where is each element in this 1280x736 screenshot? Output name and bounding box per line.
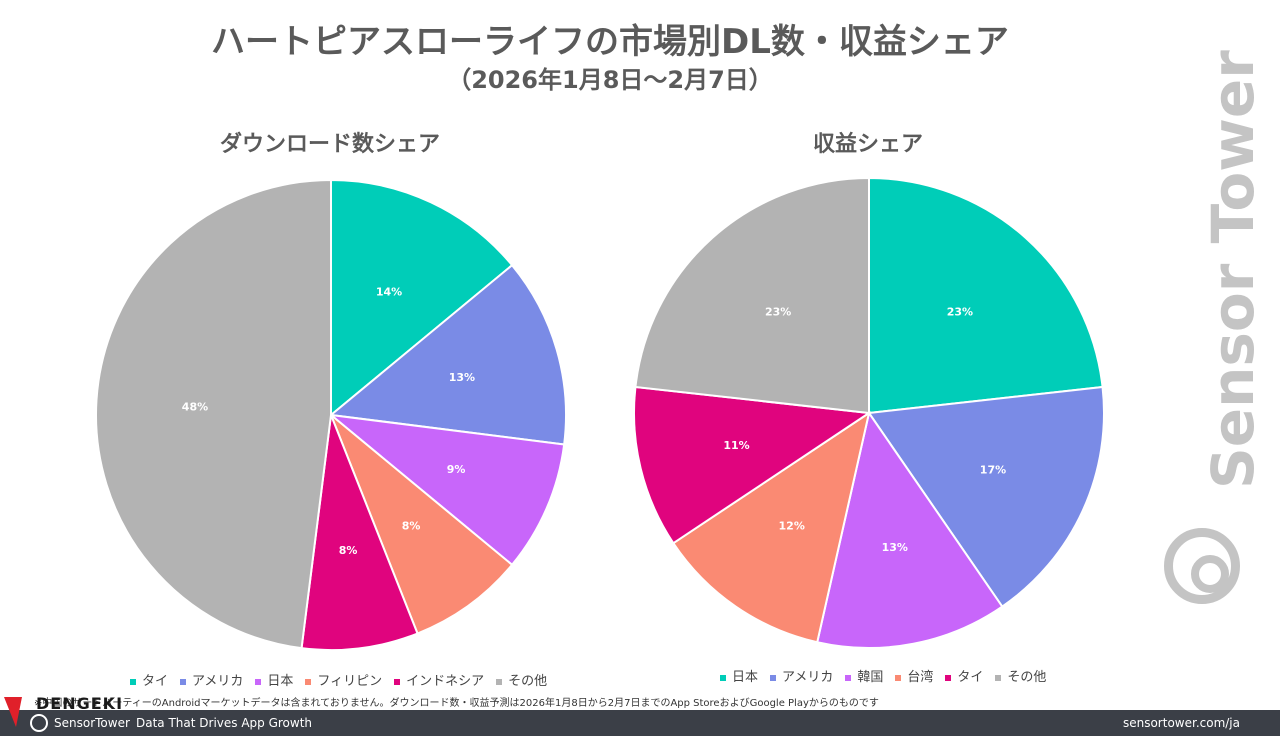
- pie-slice-0-4: [300, 414, 419, 651]
- legend-item-1-4: タイ: [945, 666, 983, 685]
- pie-label-1-4: 11%: [723, 439, 749, 452]
- legend-item-1-5: その他: [995, 666, 1046, 685]
- legend-item-1-3: 台湾: [895, 666, 933, 685]
- legend-label: 日本: [732, 670, 759, 685]
- pie-label-0-5: 48%: [182, 400, 208, 413]
- pie-label-1-5: 23%: [765, 305, 791, 318]
- sensor-tower-footer-icon: [30, 714, 48, 732]
- legend-label: フィリピン: [317, 674, 383, 689]
- footnote: ※中国のサードパーティーのAndroidマーケットデータは含まれておりません。ダ…: [34, 698, 879, 709]
- legend-swatch: [180, 678, 187, 685]
- legend-item-0-4: インドネシア: [394, 670, 484, 689]
- legend-item-1-2: 韓国: [845, 666, 883, 685]
- legend-item-1-1: アメリカ: [770, 666, 833, 685]
- pie-label-1-2: 13%: [882, 541, 908, 554]
- legend-label: アメリカ: [782, 670, 834, 685]
- pie-label-1-1: 17%: [980, 464, 1006, 477]
- legend-swatch: [995, 674, 1002, 681]
- legend-label: タイ: [957, 670, 984, 685]
- pie-slice-0-2: [327, 413, 566, 567]
- legend-label: 韓国: [857, 670, 884, 685]
- legend-item-1-0: 日本: [720, 666, 758, 685]
- legend-label: インドネシア: [406, 674, 485, 689]
- legend-item-0-5: その他: [496, 670, 547, 689]
- footer-brand: SensorTower: [54, 716, 130, 730]
- pie-label-1-3: 12%: [779, 519, 805, 532]
- legend-swatch: [394, 678, 401, 685]
- legend-label: その他: [508, 674, 548, 689]
- pie-label-1-0: 23%: [947, 305, 973, 318]
- pie-slice-1-5: [634, 176, 870, 415]
- legend-label: その他: [1007, 670, 1047, 685]
- download-chart-title: ダウンロード数シェア: [219, 132, 440, 157]
- revenue-chart-title: 収益シェア: [812, 132, 923, 157]
- pie-slice-1-0: [868, 176, 1104, 415]
- pie-slice-0-5: [95, 178, 332, 650]
- pie-slice-0-0: [330, 178, 514, 418]
- legend-label: アメリカ: [192, 674, 244, 689]
- sensor-tower-watermark: Sensor Tower: [1199, 50, 1267, 489]
- pie-label-0-1: 13%: [449, 371, 475, 384]
- legend-swatch: [720, 674, 726, 681]
- page-subtitle: （2026年1月8日〜2月7日）: [447, 66, 773, 94]
- legend-swatch: [945, 674, 952, 681]
- legend-item-0-0: タイ: [130, 670, 168, 689]
- pie-slice-0-1: [328, 263, 567, 446]
- dengeki-logo-text: DENGEKI: [36, 694, 124, 713]
- legend-item-0-3: フィリピン: [305, 670, 382, 689]
- sensor-tower-logo-icon: [1164, 528, 1240, 604]
- pie-label-0-0: 14%: [376, 286, 402, 299]
- legend-label: 台湾: [907, 670, 934, 685]
- pie-label-0-4: 8%: [339, 544, 358, 557]
- footer-bar: SensorTower Data That Drives App Growth …: [0, 710, 1280, 736]
- legend-swatch: [496, 678, 503, 685]
- pie-label-0-2: 9%: [447, 463, 466, 476]
- legend-label: タイ: [142, 674, 169, 689]
- footer-tagline: Data That Drives App Growth: [136, 716, 313, 730]
- legend-item-0-2: 日本: [255, 670, 293, 689]
- legend-swatch: [255, 678, 262, 685]
- pie-slice-1-1: [867, 385, 1105, 608]
- revenue-legend: 日本 アメリカ 韓国 台湾 タイ その他: [720, 666, 1058, 685]
- pie-slice-0-3: [330, 414, 514, 635]
- legend-item-0-1: アメリカ: [180, 670, 243, 689]
- lightning-icon: [4, 697, 22, 727]
- pie-slice-1-4: [633, 385, 872, 545]
- legend-swatch: [845, 674, 852, 681]
- page-title: ハートピアスローライフの市場別DL数・収益シェア: [211, 22, 1009, 62]
- pie-label-0-3: 8%: [402, 519, 421, 532]
- legend-swatch: [770, 674, 777, 681]
- legend-swatch: [895, 674, 902, 681]
- pie-slice-1-3: [671, 410, 871, 644]
- legend-swatch: [130, 678, 136, 685]
- pie-slice-1-2: [816, 410, 1004, 649]
- legend-label: 日本: [267, 674, 294, 689]
- legend-swatch: [305, 678, 312, 685]
- download-legend: タイ アメリカ 日本 フィリピン インドネシア その他: [130, 670, 559, 689]
- footer-url[interactable]: sensortower.com/ja: [1122, 716, 1240, 730]
- dengeki-overlay-logo: DENGEKI: [0, 693, 124, 735]
